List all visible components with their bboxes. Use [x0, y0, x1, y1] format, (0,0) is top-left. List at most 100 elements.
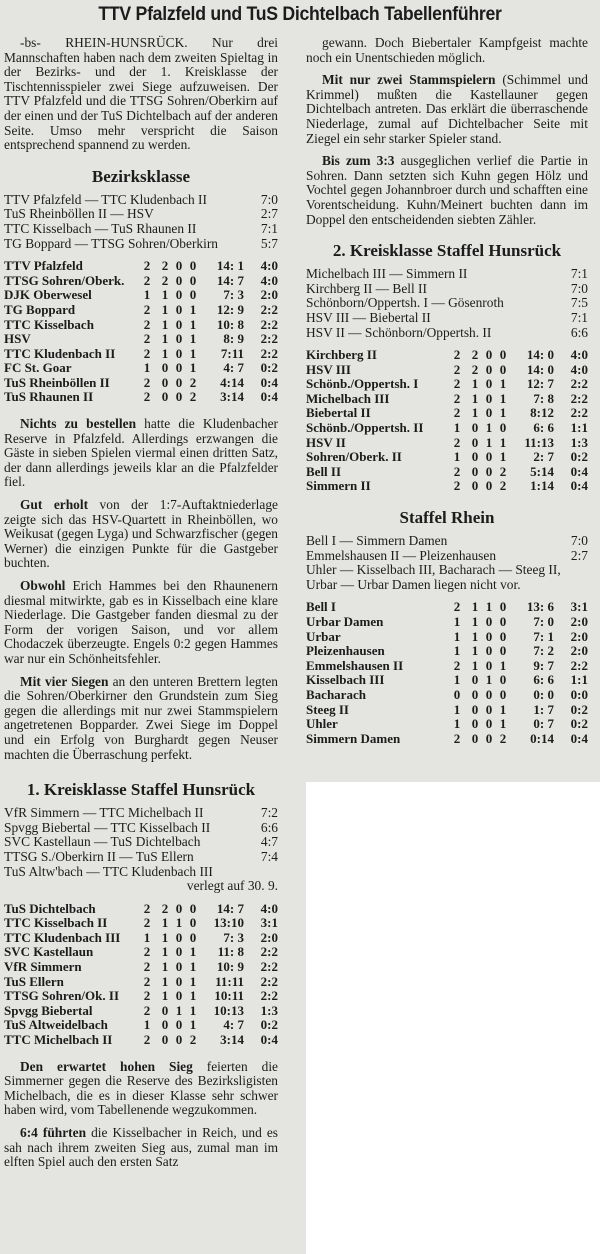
result-score: 7:1	[260, 220, 278, 236]
draws: 0	[485, 701, 493, 717]
points: 1:3	[570, 434, 588, 450]
article-paragraph: Mit nur zwei Stammspielern (Schimmel und…	[306, 72, 588, 146]
team-name: Urbar	[306, 628, 341, 644]
heading-kreisklasse-1: 1. Kreisklasse Staffel Hunsrück	[26, 780, 256, 800]
wins: 1	[161, 287, 169, 303]
table-row: TuS Dichtelbach 2 2 0 0 14: 7 4:0	[4, 900, 278, 917]
draws: 0	[485, 657, 493, 673]
sets: 1: 7	[533, 701, 554, 717]
games: 2	[453, 376, 461, 392]
points: 3:1	[260, 915, 278, 931]
wins: 1	[161, 929, 169, 945]
draws: 0	[175, 374, 183, 390]
draws: 1	[485, 599, 493, 615]
wins: 0	[471, 434, 479, 450]
sets: 0:14	[530, 730, 554, 746]
team-name: Urbar Damen	[306, 614, 384, 629]
result-score: 7:1	[570, 266, 588, 282]
points: 2:2	[260, 959, 278, 975]
result-row: SVC Kastellaun — TuS Dichtelbach 4:7	[4, 835, 278, 850]
team-name: TG Boppard	[4, 301, 76, 317]
games: 2	[143, 331, 151, 347]
draws: 1	[485, 420, 493, 436]
points: 2:2	[260, 944, 278, 960]
wins: 1	[161, 988, 169, 1004]
games: 1	[453, 701, 461, 717]
result-score: 7:4	[260, 848, 278, 864]
draws: 0	[175, 389, 183, 405]
table-row: HSV 2 1 0 1 8: 9 2:2	[4, 331, 278, 347]
team-name: HSV II	[306, 434, 346, 450]
points: 0:0	[570, 686, 588, 702]
team-name: Kisselbach III	[306, 672, 385, 688]
wins: 1	[161, 973, 169, 989]
team-name: TuS Altweidelbach	[4, 1017, 108, 1033]
team-name: DJK Oberwesel	[4, 287, 92, 303]
sets: 0: 0	[533, 686, 554, 702]
points: 4:0	[260, 900, 278, 916]
result-score: 7:5	[570, 295, 588, 311]
team-name: VfR Simmern	[4, 959, 82, 975]
team-name: TTSG Sohren/Oberk.	[4, 272, 125, 288]
wins: 1	[471, 376, 479, 392]
table-row: Urbar Damen 1 1 0 0 7: 0 2:0	[306, 614, 588, 630]
draws: 0	[485, 376, 493, 392]
paragraph-text: an den unteren Brettern legten die Sohre…	[4, 673, 278, 762]
games: 1	[453, 420, 461, 436]
team-name: Spvgg Biebertal	[4, 1002, 93, 1018]
table-row: TuS Ellern 2 1 0 1 11:11 2:2	[4, 973, 278, 990]
results-kreisklasse-2: Michelbach III — Simmern II 7:1 Kirchberg …	[306, 267, 588, 340]
draws: 0	[175, 959, 183, 975]
table-row: TG Boppard 2 1 0 1 12: 9 2:2	[4, 301, 278, 318]
team-name: TuS Rhaunen II	[4, 389, 94, 405]
table-row: Simmern II 2 0 0 2 1:14 0:4	[306, 479, 588, 494]
sets: 4: 7	[223, 1017, 244, 1033]
result-row: Emmelshausen II — Pleizenhausen 2:7	[306, 548, 588, 564]
points: 4:0	[570, 361, 588, 377]
result-row: HSV II — Schönborn/Oppertsh. II 6:6	[306, 325, 588, 341]
team-name: TTC Kludenbach II	[4, 345, 116, 361]
paragraph-text: (Schimmel und Krimmel) mußten die Kastel…	[306, 72, 588, 146]
sets: 11: 8	[217, 944, 244, 960]
games: 2	[143, 345, 151, 361]
wins: 1	[471, 405, 479, 421]
wins: 1	[471, 390, 479, 406]
result-row: TG Boppard — TTSG Sohren/Oberkirn 5:7	[4, 236, 278, 252]
sets: 6: 6	[533, 672, 554, 688]
games: 2	[143, 1002, 151, 1018]
wins: 1	[161, 959, 169, 975]
points: 1:1	[570, 672, 588, 688]
points: 0:2	[570, 701, 588, 717]
result-match: TTSG S./Oberkirn II — TuS Ellern	[4, 848, 194, 864]
sets: 1:14	[530, 478, 554, 494]
heading-staffel-rhein: Staffel Rhein	[399, 508, 495, 528]
wins: 2	[161, 900, 169, 916]
wins: 0	[161, 1032, 169, 1048]
draws: 0	[485, 716, 493, 732]
table-row: Michelbach III 2 1 0 1 7: 8 2:2	[306, 390, 588, 407]
paragraph-text: hatte die Kludenbacher Reserve in Pfalzf…	[4, 416, 278, 490]
wins: 0	[471, 420, 479, 436]
result-match: HSV III — Biebertal II	[306, 309, 431, 325]
losses: 0	[499, 643, 507, 659]
wins: 0	[161, 1002, 169, 1018]
points: 2:0	[260, 287, 278, 303]
newspaper-clipping-top	[0, 0, 600, 782]
games: 2	[453, 478, 461, 494]
team-name: Uhler	[306, 716, 338, 732]
losses: 1	[189, 973, 197, 989]
games: 2	[453, 390, 461, 406]
sets: 6: 6	[533, 420, 554, 436]
wins: 2	[471, 347, 479, 363]
losses: 0	[189, 915, 197, 931]
draws: 0	[485, 643, 493, 659]
points: 2:0	[570, 614, 588, 629]
wins: 0	[471, 686, 479, 702]
points: 1:3	[260, 1002, 278, 1018]
draws: 0	[485, 449, 493, 465]
losses: 1	[499, 701, 507, 717]
losses: 1	[189, 316, 197, 332]
losses: 2	[499, 478, 507, 494]
games: 2	[453, 434, 461, 450]
draws: 1	[485, 672, 493, 688]
